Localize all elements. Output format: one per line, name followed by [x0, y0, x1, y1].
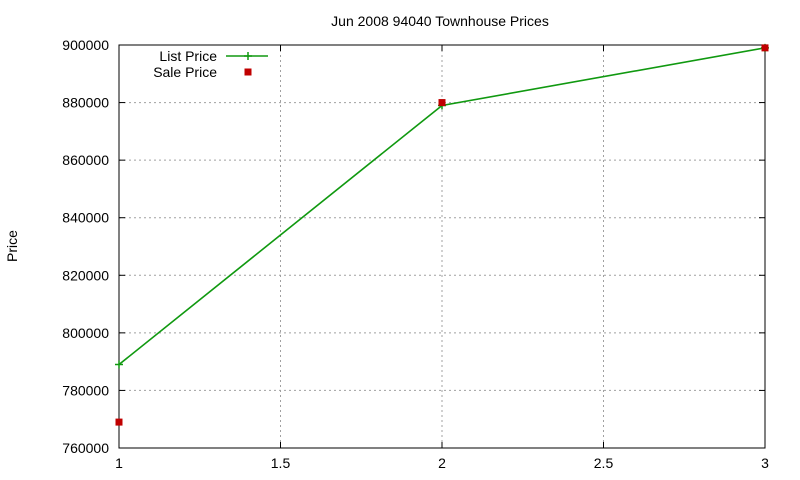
y-axis-label: Price	[4, 230, 20, 262]
legend-marker-sale-price	[244, 68, 252, 76]
y-tick-label: 880000	[62, 95, 109, 111]
tick-layer: 760000 780000 800000 820000 840000 860000 8800…	[62, 37, 769, 471]
y-tick-label: 780000	[62, 382, 109, 398]
y-tick-label: 840000	[62, 210, 109, 226]
y-tick-label: 860000	[62, 152, 109, 168]
y-tick-label: 900000	[62, 37, 109, 53]
legend-marker-list-price	[244, 52, 252, 60]
x-tick-label: 3	[761, 455, 769, 471]
x-tick-label: 2.5	[594, 455, 614, 471]
x-tick-label: 1.5	[271, 455, 291, 471]
sale-price-point	[115, 418, 123, 426]
x-tick-label: 2	[438, 455, 446, 471]
sale-price-point	[438, 99, 446, 107]
grid-layer	[119, 45, 765, 448]
x-tick-label: 1	[115, 455, 123, 471]
legend-label-sale-price: Sale Price	[153, 64, 217, 80]
sale-price-point	[761, 44, 769, 52]
y-tick-label: 800000	[62, 325, 109, 341]
y-tick-label: 760000	[62, 440, 109, 456]
series-layer	[115, 43, 769, 426]
list-price-point	[115, 360, 123, 369]
chart-title: Jun 2008 94040 Townhouse Prices	[331, 13, 549, 29]
legend-label-list-price: List Price	[159, 48, 217, 64]
y-tick-label: 820000	[62, 267, 109, 283]
